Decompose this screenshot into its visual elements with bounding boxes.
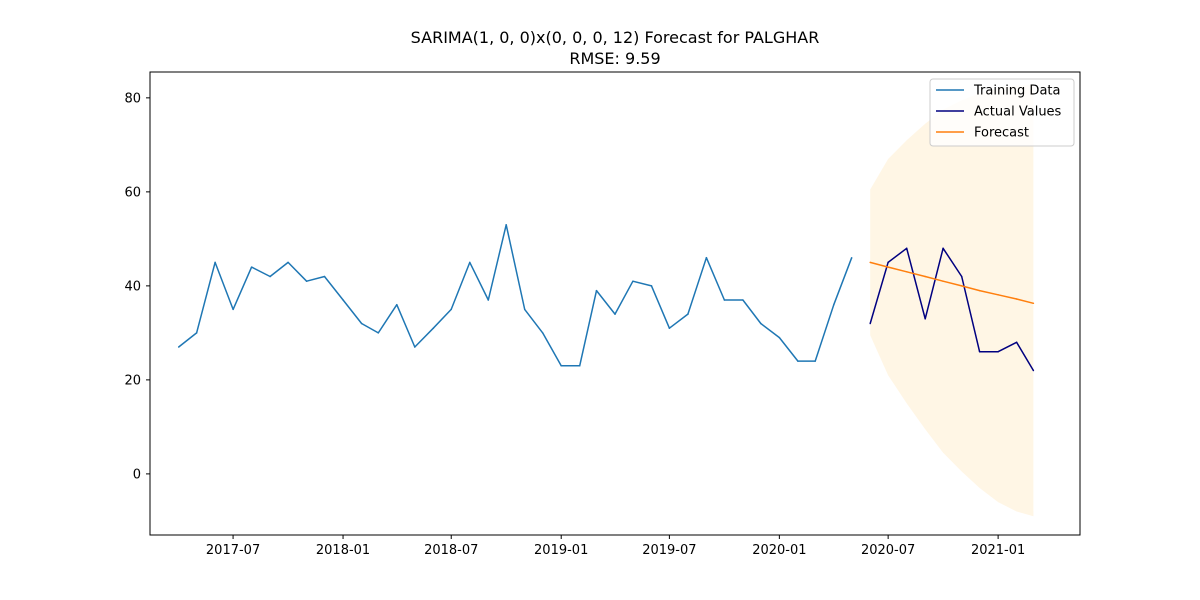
x-tick-label: 2019-01 bbox=[534, 543, 588, 558]
training-data-point bbox=[723, 299, 726, 301]
forecast-point bbox=[887, 266, 889, 268]
chart-subtitle: RMSE: 9.59 bbox=[569, 49, 661, 68]
legend-box bbox=[929, 78, 1075, 147]
plot-frame bbox=[149, 71, 1081, 536]
forecast-point bbox=[1032, 302, 1035, 305]
chart-title: SARIMA(1, 0, 0)x(0, 0, 0, 12) Forecast f… bbox=[410, 28, 820, 47]
x-tick-label: 2021-01 bbox=[971, 543, 1025, 558]
training-data-point bbox=[414, 346, 416, 348]
actual-values-point bbox=[1015, 341, 1018, 344]
forecast-point bbox=[960, 285, 963, 287]
actual-values-line bbox=[869, 247, 1035, 371]
actual-values-point bbox=[905, 247, 908, 250]
training-data-point bbox=[778, 336, 781, 339]
training-data-point bbox=[833, 303, 835, 306]
training-data-point bbox=[797, 360, 799, 362]
training-data-point bbox=[377, 332, 380, 334]
y-tick-label: 20 bbox=[124, 373, 141, 388]
y-tick-label: 40 bbox=[124, 279, 141, 294]
legend-label-forecast: Forecast bbox=[974, 126, 1029, 141]
x-tick-label: 2017-07 bbox=[206, 543, 260, 558]
training-data-point bbox=[560, 365, 562, 367]
forecast-point bbox=[978, 289, 981, 292]
actual-values-point bbox=[924, 318, 926, 320]
training-data-point bbox=[668, 327, 671, 329]
forecast-point bbox=[869, 261, 871, 264]
y-tick-label: 80 bbox=[124, 91, 141, 106]
training-data-point bbox=[650, 285, 653, 287]
training-data-point bbox=[450, 308, 452, 311]
training-data-line bbox=[178, 224, 853, 367]
legend-label-training-data: Training Data bbox=[973, 84, 1060, 99]
plot-area bbox=[150, 72, 1080, 535]
training-data-point bbox=[195, 332, 198, 334]
confidence-band bbox=[870, 84, 1034, 517]
actual-values-point bbox=[978, 350, 981, 353]
x-tick-label: 2020-07 bbox=[861, 543, 915, 558]
training-data-point bbox=[214, 261, 216, 264]
x-tick-label: 2019-07 bbox=[642, 543, 696, 558]
actual-values-point bbox=[997, 350, 999, 353]
training-data-point bbox=[177, 346, 180, 348]
training-data-point bbox=[523, 308, 526, 311]
training-data-point bbox=[742, 299, 744, 301]
training-data-point bbox=[541, 332, 544, 334]
forecast-line bbox=[870, 261, 1034, 305]
training-data-point bbox=[287, 261, 289, 264]
forecast-point bbox=[942, 280, 944, 282]
training-data-point bbox=[505, 224, 507, 226]
training-data-point bbox=[632, 280, 634, 282]
training-data-point bbox=[342, 299, 344, 301]
training-data-point bbox=[432, 327, 435, 329]
training-data-point bbox=[269, 275, 271, 278]
forecast-point bbox=[1015, 298, 1018, 300]
training-data-point bbox=[305, 280, 308, 282]
training-data-point bbox=[850, 256, 853, 259]
forecast-point bbox=[905, 271, 908, 273]
actual-values-point bbox=[960, 275, 963, 278]
training-data-point bbox=[578, 365, 581, 367]
training-data-point bbox=[323, 275, 326, 278]
x-tick-label: 2020-01 bbox=[752, 543, 806, 558]
legend-label-actual-values: Actual Values bbox=[974, 105, 1062, 120]
y-tick-label: 60 bbox=[124, 185, 141, 200]
forecast-point bbox=[997, 294, 999, 296]
training-data-point bbox=[232, 308, 234, 311]
actual-values-point bbox=[869, 322, 871, 325]
training-data-point bbox=[814, 360, 816, 362]
training-data-point bbox=[487, 299, 490, 301]
y-tick-label: 0 bbox=[133, 467, 141, 482]
actual-values-point bbox=[1032, 369, 1035, 372]
actual-values-point bbox=[887, 261, 889, 264]
training-data-point bbox=[360, 322, 363, 325]
training-data-point bbox=[705, 256, 708, 259]
training-data-point bbox=[396, 303, 398, 306]
forecast-point bbox=[924, 275, 926, 278]
training-data-point bbox=[687, 313, 689, 315]
x-tick-label: 2018-07 bbox=[424, 543, 478, 558]
legend: Training Data Actual Values Forecast bbox=[929, 78, 1075, 147]
training-data-point bbox=[250, 266, 253, 268]
x-tick-label: 2018-01 bbox=[316, 543, 370, 558]
training-data-point bbox=[760, 322, 762, 325]
training-data-point bbox=[469, 261, 471, 264]
actual-values-point bbox=[942, 247, 944, 250]
training-data-point bbox=[595, 289, 598, 292]
training-data-point bbox=[614, 313, 616, 315]
